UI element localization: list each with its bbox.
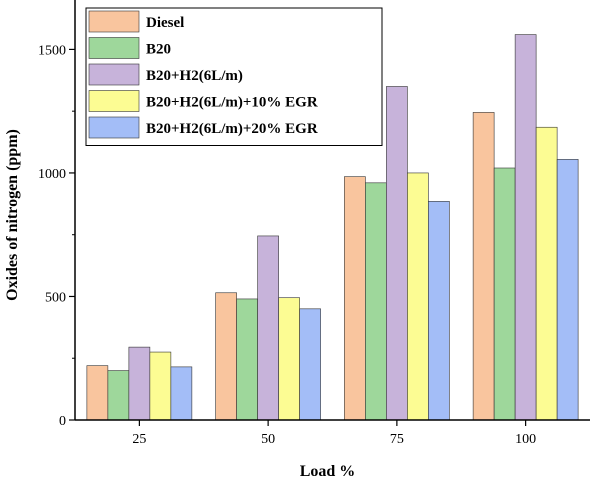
bar-75-2 xyxy=(365,182,387,421)
legend-label: B20+H2(6L/m)+10% EGR xyxy=(146,95,318,111)
x-ticks: 25 50 75 100 xyxy=(132,420,536,447)
bar-25-2 xyxy=(107,370,130,421)
legend-swatch xyxy=(88,10,140,33)
bar-50-3 xyxy=(257,235,279,421)
bar-100-1 xyxy=(472,112,495,421)
legend-label: B20+H2(6L/m) xyxy=(146,68,243,84)
bar-50-2 xyxy=(236,298,258,421)
bar-75-4 xyxy=(407,172,429,421)
legend-swatch xyxy=(88,116,140,139)
bar-100-3 xyxy=(514,34,537,421)
legend-swatch xyxy=(88,90,140,112)
legend: Diesel B20 B20+H2(6L/m) B20+H2(6L/m)+10% EG… xyxy=(85,7,383,146)
y-axis-title: Oxides of nitrogen (ppm) xyxy=(4,129,21,301)
y-tick-label: 1000 xyxy=(38,167,66,182)
y-tick-label: 0 xyxy=(59,414,66,429)
bars-group xyxy=(86,34,579,421)
bar-25-5 xyxy=(170,366,193,421)
bar-100-5 xyxy=(556,159,579,421)
x-tick-label: 100 xyxy=(515,432,536,447)
bar-75-5 xyxy=(428,201,450,421)
y-tick-label: 500 xyxy=(45,290,66,305)
x-tick-label: 75 xyxy=(390,432,404,447)
legend-swatch xyxy=(88,63,140,86)
x-tick-label: 25 xyxy=(132,432,146,447)
bar-50-5 xyxy=(299,308,321,421)
bar-25-1 xyxy=(86,365,109,421)
bar-25-4 xyxy=(149,351,172,421)
bar-50-4 xyxy=(278,297,300,421)
bar-25-3 xyxy=(128,346,151,421)
legend-label: Diesel xyxy=(146,15,184,31)
legend-label: B20 xyxy=(146,42,171,58)
x-axis-title: Load % xyxy=(300,463,356,480)
y-tick-label: 1500 xyxy=(38,43,66,58)
legend-label: B20+H2(6L/m)+20% EGR xyxy=(146,121,318,137)
bar-100-2 xyxy=(493,167,516,421)
bar-100-4 xyxy=(535,126,558,421)
legend-swatch xyxy=(88,37,140,59)
y-ticks: 0 500 1000 1500 xyxy=(38,43,75,429)
bar-75-3 xyxy=(386,86,408,421)
bar-50-1 xyxy=(215,292,237,421)
bar-75-1 xyxy=(344,176,366,421)
x-tick-label: 50 xyxy=(261,432,275,447)
